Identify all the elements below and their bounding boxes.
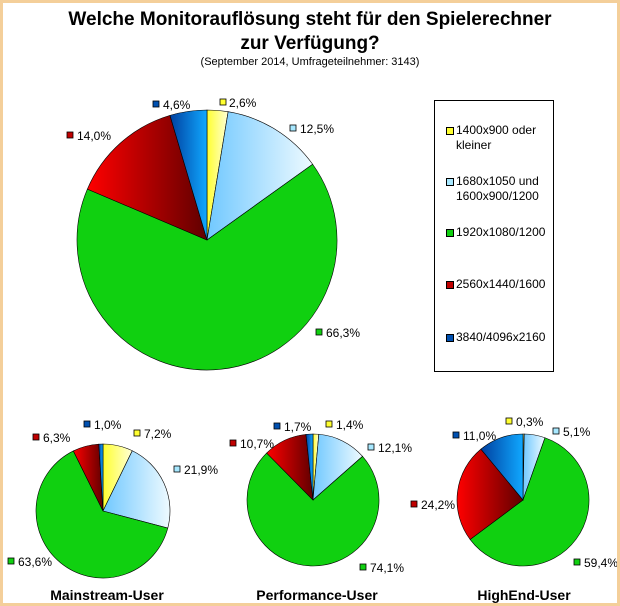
pie-highend-label-3840x4096: 11,0% [463,429,496,443]
chart-title-line-1: Welche Monitorauflösung steht für den Sp… [68,9,552,30]
legend: 1400x900 oder kleiner 1680x1050 und 1600… [434,100,554,372]
pie-main: 2,6% 12,5% 66,3% 14,0% 4,6% [66,96,360,371]
pie-highend-slice-3840x4096 [480,433,524,501]
pie-main-slice-1920x1080 [76,163,338,371]
pie-charts-canvas: 2,6% 12,5% 66,3% 14,0% 4,6% 7,2% 21,9% 63,6% 6,3… [7,96,617,579]
pie-mainstream-label-1680x1050: 21,9% [184,463,218,477]
pie-performance: 1,4% 12,1% 74,1% 10,7% 1,7% [229,418,412,575]
pie-main-label-1920x1080: 66,3% [326,326,360,340]
pie-performance-label-swatch-2560x1440 [229,439,237,447]
pie-mainstream-slice-1920x1080 [35,450,169,579]
chart-subtitle: (September 2014, Umfrageteilnehmer: 3143… [200,56,420,68]
legend-swatch-1920x1080 [446,229,454,237]
pie-main-slice-3840x4096 [169,109,208,241]
pie-mainstream-label-swatch-2560x1440 [32,433,40,441]
pie-main-label-swatch-1920x1080 [315,328,323,336]
pie-performance-label-3840x4096: 1,7% [284,420,312,434]
pie-mainstream-label-swatch-3840x4096 [83,420,91,428]
pie-main-label-1400x900: 2,6% [229,96,257,110]
pie-performance-label-swatch-1920x1080 [359,563,367,571]
pie-title-mainstream: Mainstream-User [50,587,164,603]
chart-title-line-2: zur Verfügung? [240,33,380,54]
pie-performance-label-swatch-1400x900 [325,420,333,428]
pie-title-performance: Performance-User [256,587,378,603]
pie-performance-label-2560x1440: 10,7% [240,437,274,451]
legend-swatch-2560x1440 [446,281,454,289]
pie-highend-label-2560x1440: 24,2% [421,498,455,512]
pie-highend-label-swatch-1680x1050 [552,427,560,435]
pie-highend-label-swatch-2560x1440 [410,500,418,508]
pie-mainstream-label-swatch-1920x1080 [7,557,15,565]
legend-swatch-3840x4096 [446,334,454,342]
pie-mainstream-label-3840x4096: 1,0% [94,418,122,432]
legend-swatch-1400x900 [446,127,454,135]
pie-main-label-3840x4096: 4,6% [163,98,191,112]
pie-highend-slice-1920x1080 [469,437,590,567]
pie-highend: 0,3% 5,1% 59,4% 24,2% 11,0% [410,415,617,570]
pie-performance-label-1680x1050: 12,1% [378,441,412,455]
pie-highend-slice-2560x1440 [456,448,524,540]
pie-main-label-swatch-1400x900 [219,98,227,106]
pie-performance-slice-3840x4096 [305,433,314,501]
pie-mainstream-slice-1680x1050 [102,450,171,529]
pie-highend-label-swatch-1920x1080 [573,558,581,566]
pie-main-label-swatch-1680x1050 [289,124,297,132]
pie-main-slice-1680x1050 [206,111,314,241]
pie-mainstream-label-1920x1080: 63,6% [18,555,52,569]
legend-label-1920x1080: 1920x1080/1200 [456,225,546,239]
pie-highend-label-1400x900: 0,3% [516,415,544,429]
pie-mainstream-label-swatch-1680x1050 [173,465,181,473]
pie-performance-label-1400x900: 1,4% [336,418,364,432]
pie-main-label-1680x1050: 12,5% [300,122,334,136]
pie-main-label-2560x1440: 14,0% [77,129,111,143]
legend-swatch-1680x1050 [446,178,454,186]
pie-title-highend: HighEnd-User [477,587,571,603]
legend-label-3840x4096: 3840/4096x2160 [456,330,546,344]
pie-highend-label-1680x1050: 5,1% [563,425,591,439]
pie-mainstream-slice-3840x4096 [98,443,104,512]
pie-highend-label-swatch-1400x900 [505,417,513,425]
pie-mainstream: 7,2% 21,9% 63,6% 6,3% 1,0% [7,418,218,579]
pie-mainstream-label-swatch-1400x900 [133,429,141,437]
pie-performance-label-1920x1080: 74,1% [370,561,404,575]
pie-main-label-swatch-3840x4096 [152,100,160,108]
pie-main-label-swatch-2560x1440 [66,131,74,139]
pie-main-slice-2560x1440 [86,115,208,241]
pie-performance-label-swatch-1680x1050 [367,443,375,451]
chart-title: Welche Monitorauflösung steht für den Sp… [3,8,617,56]
pie-performance-label-swatch-3840x4096 [273,422,281,430]
pie-mainstream-label-2560x1440: 6,3% [43,431,71,445]
pie-mainstream-label-1400x900: 7,2% [144,427,172,441]
pie-highend-label-1920x1080: 59,4% [584,556,617,570]
legend-label-1680x1050: 1680x1050 und 1600x900/1200 [456,174,539,203]
pie-performance-slice-1920x1080 [246,452,380,567]
legend-label-2560x1440: 2560x1440/1600 [456,277,546,291]
pie-highend-label-swatch-3840x4096 [452,431,460,439]
legend-label-1400x900: 1400x900 oder kleiner [456,123,537,152]
